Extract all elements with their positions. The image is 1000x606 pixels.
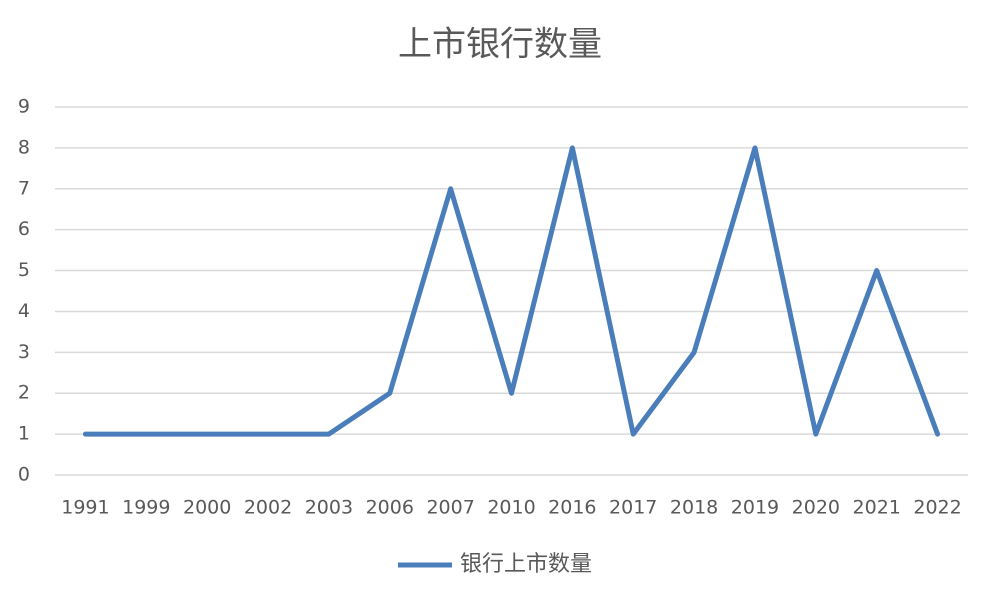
x-tick-label: 2022 bbox=[913, 497, 961, 519]
x-tick-label: 2021 bbox=[853, 497, 901, 519]
x-tick-label: 2000 bbox=[183, 497, 231, 519]
x-tick-label: 2007 bbox=[426, 497, 474, 519]
y-tick-label: 1 bbox=[18, 423, 30, 445]
x-tick-label: 2003 bbox=[305, 497, 353, 519]
y-tick-label: 6 bbox=[18, 218, 30, 240]
y-tick-label: 4 bbox=[18, 300, 30, 322]
y-tick-label: 5 bbox=[18, 259, 30, 281]
y-tick-label: 9 bbox=[18, 96, 30, 118]
legend-label: 银行上市数量 bbox=[460, 552, 592, 577]
x-tick-label: 2016 bbox=[548, 497, 596, 519]
y-tick-label: 7 bbox=[18, 177, 30, 199]
x-tick-label: 2006 bbox=[366, 497, 414, 519]
x-tick-label: 2018 bbox=[670, 497, 718, 519]
x-tick-label: 2019 bbox=[731, 497, 779, 519]
data-line bbox=[82, 145, 941, 437]
y-tick-label: 0 bbox=[18, 464, 30, 486]
chart-title: 上市银行数量 bbox=[398, 25, 602, 65]
x-tick-label: 2017 bbox=[609, 497, 657, 519]
y-tick-label: 3 bbox=[18, 341, 30, 363]
x-tick-label: 2020 bbox=[792, 497, 840, 519]
y-tick-label: 8 bbox=[18, 136, 30, 158]
x-tick-label: 2010 bbox=[487, 497, 535, 519]
x-tick-label: 2002 bbox=[244, 497, 292, 519]
x-tick-label: 1999 bbox=[122, 497, 170, 519]
y-tick-label: 2 bbox=[18, 382, 30, 404]
x-tick-label: 1991 bbox=[61, 497, 109, 519]
